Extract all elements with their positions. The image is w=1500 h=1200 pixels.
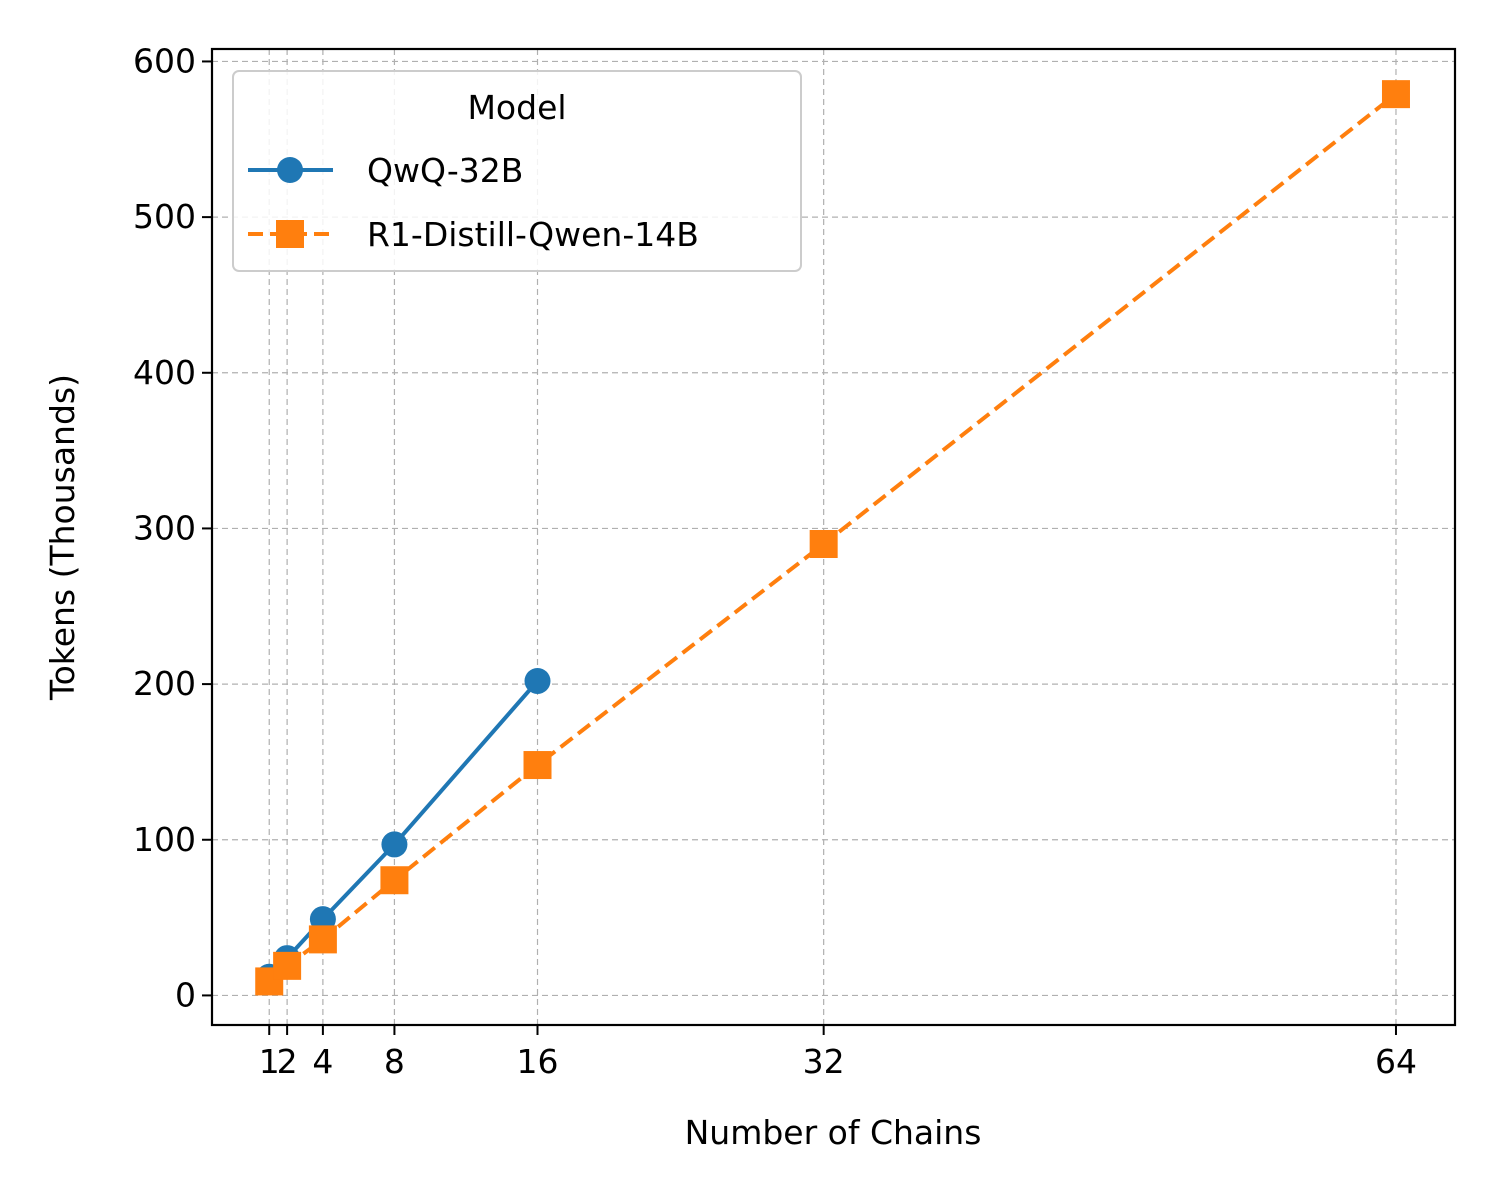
legend: Model QwQ-32B R1-Distill-Qwen-14B xyxy=(232,70,802,272)
data-point xyxy=(380,866,409,895)
legend-entry-2: R1-Distill-Qwen-14B xyxy=(248,215,699,254)
data-point xyxy=(381,831,408,858)
y-axis-label: Tokens (Thousands) xyxy=(43,374,82,701)
data-point xyxy=(809,530,838,559)
x-tick-label: 32 xyxy=(803,1042,845,1081)
legend-title: Model xyxy=(467,88,566,127)
y-axis-ticks: 0 100 200 300 400 500 600 xyxy=(133,41,212,1014)
y-tick-label: 300 xyxy=(133,508,196,547)
legend-label: QwQ-32B xyxy=(367,151,523,190)
x-tick-label: 16 xyxy=(517,1042,559,1081)
x-axis-ticks: 12 4 8 16 32 64 xyxy=(259,1025,1417,1081)
y-tick-label: 600 xyxy=(133,41,196,80)
y-tick-label: 500 xyxy=(133,197,196,236)
x-axis-label: Number of Chains xyxy=(685,1113,982,1152)
data-point xyxy=(523,751,552,780)
y-tick-label: 0 xyxy=(175,975,196,1014)
data-point xyxy=(273,951,302,980)
y-tick-label: 400 xyxy=(133,353,196,392)
y-tick-label: 200 xyxy=(133,664,196,703)
data-point xyxy=(308,925,337,954)
x-tick-label: 4 xyxy=(312,1042,333,1081)
plot-series xyxy=(255,80,1410,996)
legend-box xyxy=(232,70,802,272)
x-tick-label: 64 xyxy=(1375,1042,1417,1081)
series-2 xyxy=(255,80,1410,996)
x-tick-label: 2 xyxy=(277,1042,298,1081)
legend-entries: QwQ-32B R1-Distill-Qwen-14B xyxy=(248,151,699,254)
legend-entry-1: QwQ-32B xyxy=(248,151,523,190)
y-tick-label: 100 xyxy=(133,820,196,859)
plot-area-frame xyxy=(210,47,1457,1027)
legend-label: R1-Distill-Qwen-14B xyxy=(367,215,699,254)
legend-marker xyxy=(276,220,304,248)
legend-marker xyxy=(277,157,303,183)
data-point xyxy=(1381,80,1410,109)
x-tick-label: 1 xyxy=(259,1042,280,1081)
data-point xyxy=(524,667,551,694)
x-tick-label: 8 xyxy=(384,1042,405,1081)
